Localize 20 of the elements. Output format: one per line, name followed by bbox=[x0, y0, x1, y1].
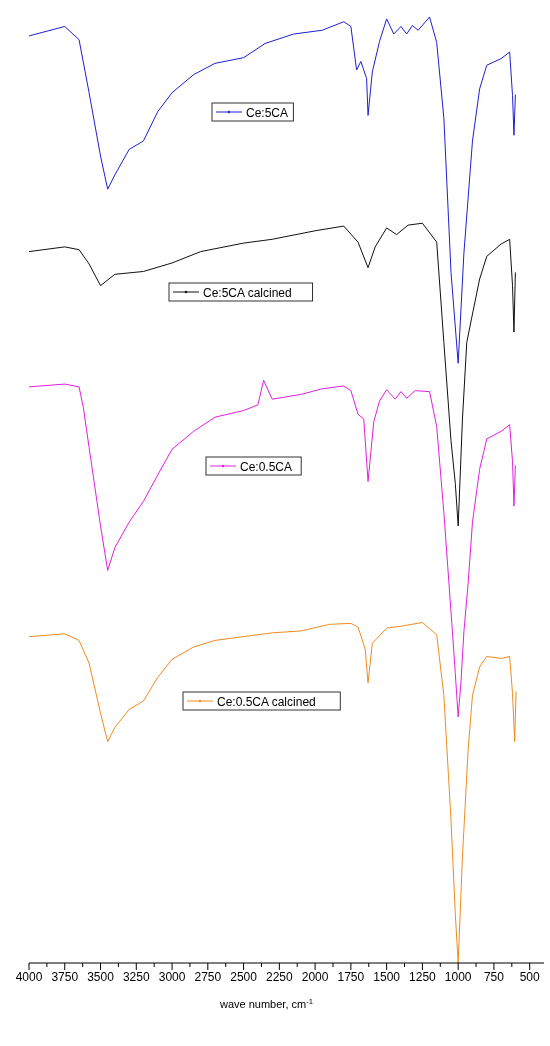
x-tick-label: 2250 bbox=[266, 970, 294, 984]
x-tick-label: 1500 bbox=[373, 970, 401, 984]
x-tick-label: 2000 bbox=[301, 970, 329, 984]
legend-label: Ce:0.5CA calcined bbox=[217, 694, 316, 709]
x-tick-label: 4000 bbox=[15, 970, 43, 984]
x-tick-label: 3250 bbox=[122, 970, 150, 984]
legend-label: Ce:5CA bbox=[246, 105, 289, 120]
legend-label: Ce:0.5CA bbox=[240, 459, 293, 474]
x-tick-label: 3500 bbox=[87, 970, 115, 984]
x-tick-label: 3000 bbox=[158, 970, 186, 984]
x-tick-label: 1750 bbox=[337, 970, 365, 984]
x-tick-label: 750 bbox=[483, 970, 505, 984]
x-tick-label: 1000 bbox=[444, 970, 472, 984]
legend-label: Ce:5CA calcined bbox=[203, 285, 292, 300]
x-axis-title: wave number, cm$^{-1}$ bbox=[218, 996, 314, 1010]
x-tick-label: 2500 bbox=[230, 970, 258, 984]
x-tick-label: 1250 bbox=[409, 970, 437, 984]
x-tick-label: 500 bbox=[519, 970, 541, 984]
x-tick-label: 3750 bbox=[51, 970, 79, 984]
x-tick-label: 2750 bbox=[194, 970, 222, 984]
